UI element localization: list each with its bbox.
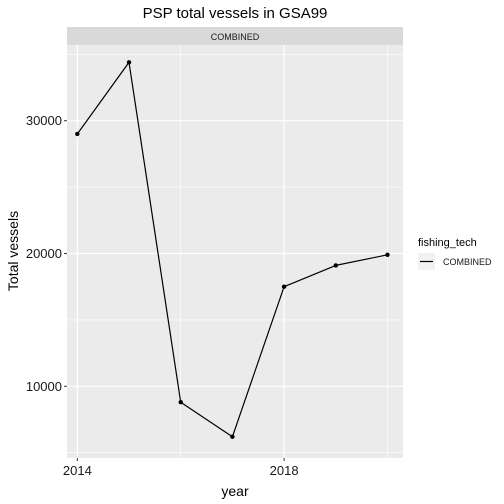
y-tick-label: 20000 [26, 246, 62, 261]
plot-panel [67, 45, 403, 458]
x-tick-label: 2014 [63, 463, 92, 478]
y-axis: 10000 20000 30000 [26, 113, 67, 394]
data-point [178, 400, 183, 405]
y-axis-title: Total vessels [5, 211, 21, 291]
data-point [281, 284, 287, 289]
data-point [230, 434, 235, 439]
x-axis: 2014 2018 [63, 458, 299, 478]
data-point [75, 131, 80, 137]
y-tick-label: 30000 [26, 113, 62, 128]
major-gridlines [67, 45, 403, 458]
x-axis-title: year [221, 483, 249, 499]
x-tick-label: 2018 [270, 463, 299, 478]
legend-title: fishing_tech [418, 237, 477, 249]
minor-gridlines [67, 45, 403, 458]
data-point [126, 60, 132, 65]
facet-strip-label: COMBINED [211, 32, 260, 42]
series-layer [75, 60, 390, 439]
y-tick-label: 10000 [26, 379, 62, 394]
legend-label-combined: COMBINED [443, 257, 492, 267]
data-point [333, 263, 338, 268]
facet-strip [67, 27, 403, 45]
data-point [385, 252, 390, 258]
chart-title: PSP total vessels in GSA99 [143, 5, 328, 22]
legend: fishing_tech COMBINED [418, 237, 492, 270]
